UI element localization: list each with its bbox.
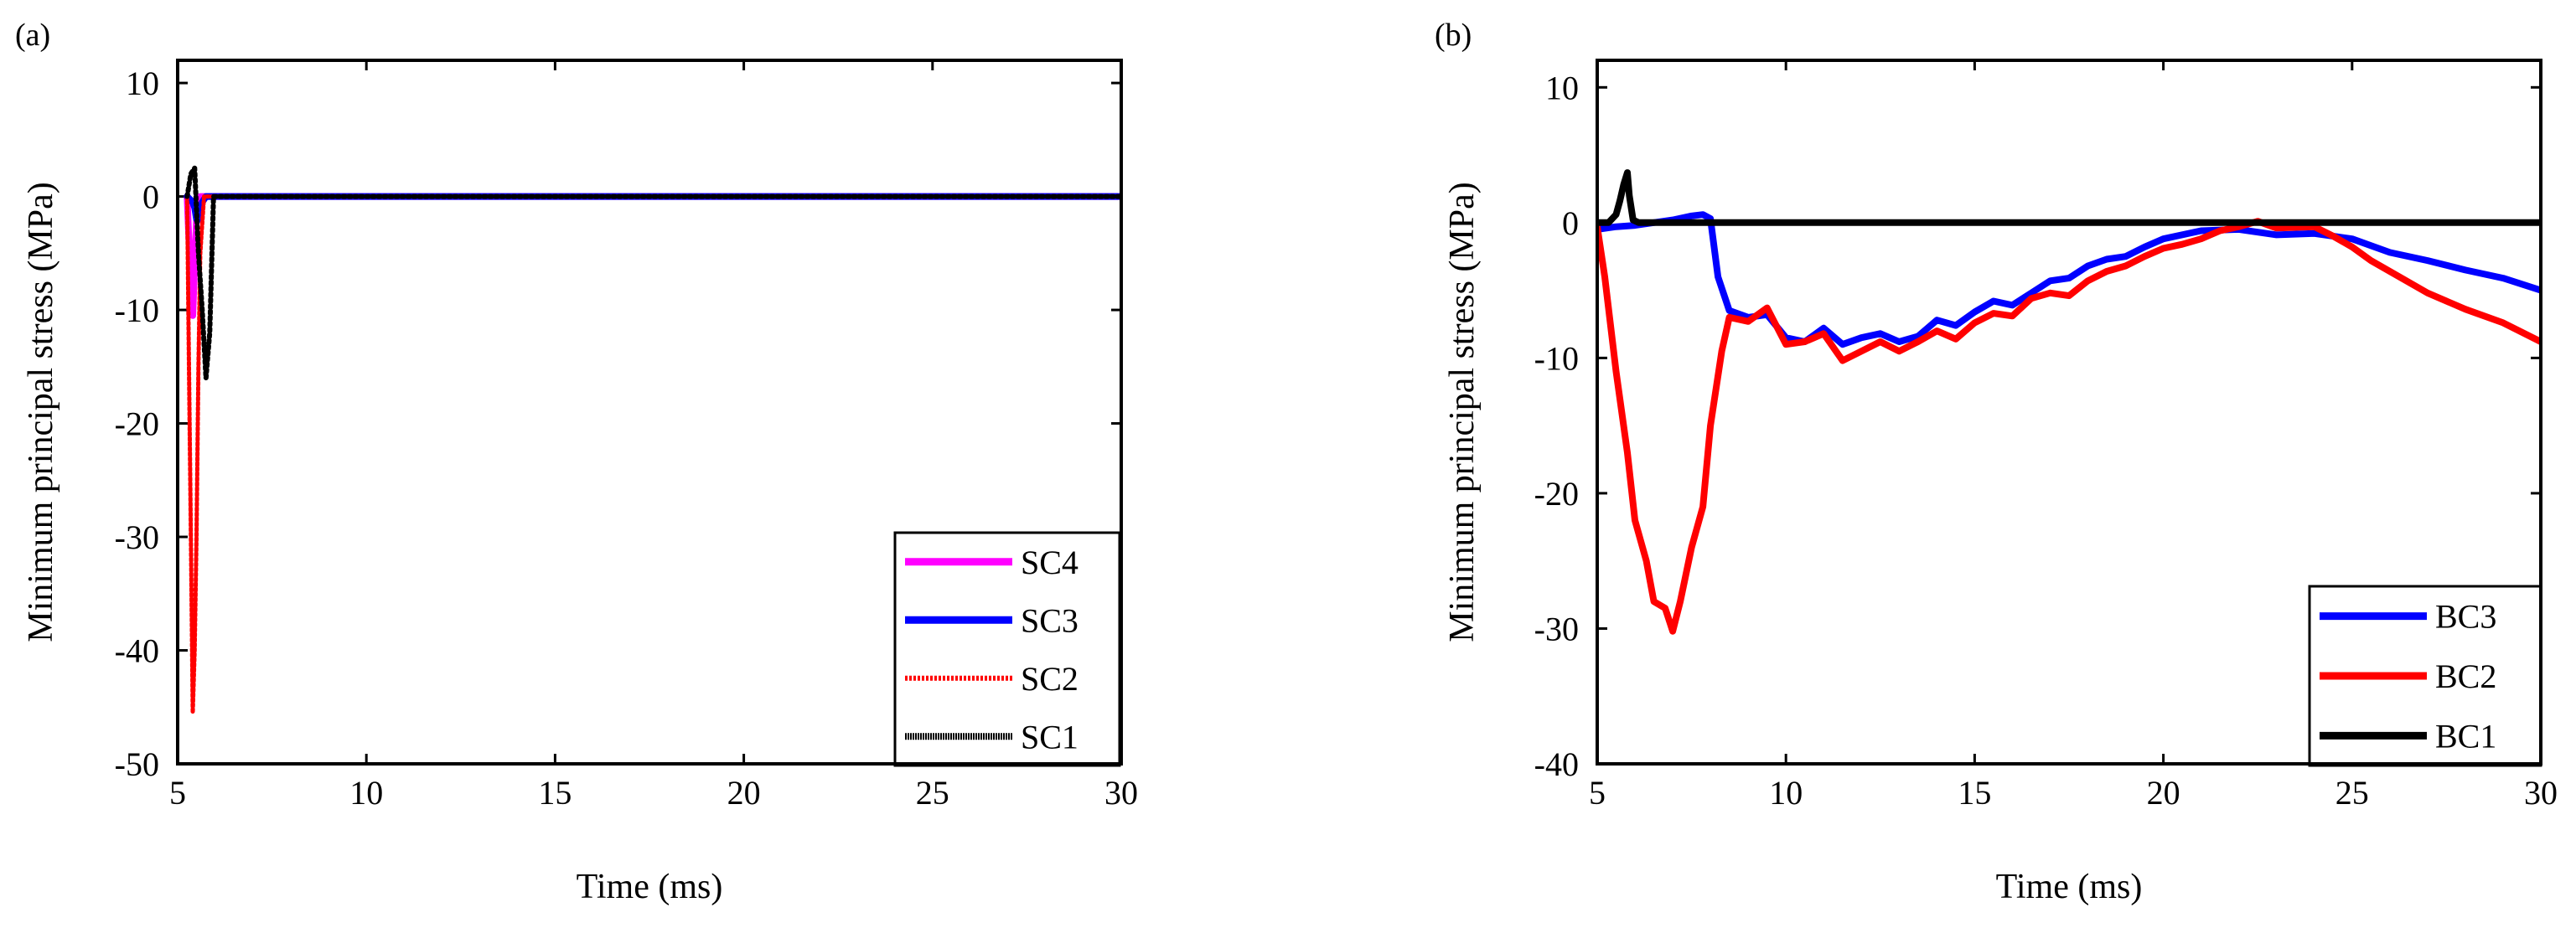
legend-label-bc1: BC1 [2435,717,2496,755]
y-tick-label-a-6: -50 [115,745,159,783]
legend-a: SC4 SC3 SC2 SC1 [893,531,1121,767]
y-tick-label-a-2: -10 [115,291,159,329]
series-group-a [184,165,1121,715]
x-axis-title-b: Time (ms) [1996,868,2143,906]
y-tick-label-a-4: -30 [115,518,159,556]
x-tick-label-b-10: 10 [1769,774,1803,812]
x-tick-label-b-15: 15 [1958,774,1991,812]
legend-label-sc1: SC1 [1021,718,1079,755]
x-tick-label-a-15: 15 [538,774,572,812]
y-tick-label-b-4: -30 [1534,610,1579,647]
panel-label-b: (b) [1435,18,1472,53]
legend-box-a [893,531,1121,767]
x-tick-label-a-25: 25 [916,774,949,812]
legend-label-bc2: BC2 [2435,657,2496,695]
y-tick-label-a-3: -20 [115,405,159,443]
legend-label-sc2: SC2 [1021,660,1079,698]
x-tick-label-b-5: 5 [1589,774,1606,812]
y-tick-label-a-1: 0 [142,178,159,216]
x-tick-label-b-25: 25 [2335,774,2369,812]
legend-label-sc4: SC4 [1021,544,1079,581]
series-line-bc3 [1597,211,2541,348]
legend-label-bc3: BC3 [2435,598,2496,636]
x-tick-label-a-5: 5 [169,774,186,812]
series-line-bc1 [1597,169,2541,226]
x-tick-label-a-10: 10 [349,774,383,812]
plot-frame-b [1596,59,2542,766]
y-axis-title-b: Minimum principal stress (MPa) [1443,182,1482,642]
y-tick-label-b-0: 10 [1545,69,1579,106]
series-line-sc4 [184,193,1121,319]
x-tick-label-b-20: 20 [2147,774,2180,812]
legend-b: BC3 BC2 BC1 [2308,585,2542,767]
x-tick-label-a-20: 20 [727,774,761,812]
chart-panel-a: (a) 5 10 15 20 25 30 10 0 -10 -20 -30 -40 -50 Time (ms… [15,18,1138,906]
x-axis-title-a: Time (ms) [577,868,723,906]
legend-label-sc3: SC3 [1021,601,1079,639]
series-line-sc2 [184,194,1121,715]
y-axis-title-a: Minimum principal stress (MPa) [22,182,60,642]
y-tick-label-a-5: -40 [115,632,159,670]
chart-panel-b: (b) 5 10 15 20 25 30 10 0 -10 -20 -30 -40 Time (ms) Mi… [1435,18,2558,906]
panel-label-a: (a) [15,18,50,53]
y-tick-label-b-3: -20 [1534,475,1579,513]
series-line-bc2 [1597,218,2541,635]
series-line-sc1 [184,165,1121,381]
y-tick-label-b-5: -40 [1534,745,1579,783]
x-tick-label-b-30: 30 [2524,774,2558,812]
y-tick-label-b-2: -10 [1534,339,1579,377]
series-group-b [1597,169,2541,635]
plot-frame-a [176,59,1123,766]
y-tick-label-b-1: 0 [1562,204,1579,242]
series-line-sc3 [184,193,1121,223]
y-tick-label-a-0: 10 [126,64,159,102]
x-tick-label-a-30: 30 [1104,774,1138,812]
